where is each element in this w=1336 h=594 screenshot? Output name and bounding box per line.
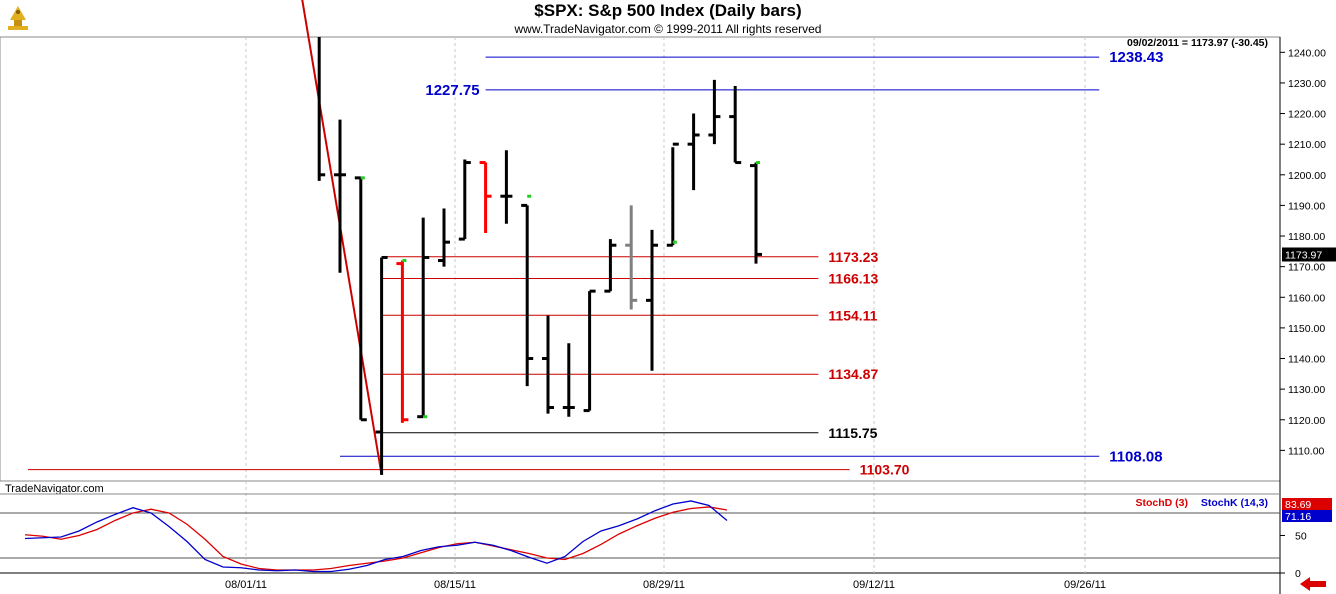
trendline [301, 0, 383, 476]
y-tick-label: 1150.00 [1288, 323, 1325, 335]
stochk-value-label: 71.16 [1285, 511, 1311, 523]
y-tick-label: 1220.00 [1288, 109, 1326, 121]
y-tick-label: 1240.00 [1288, 47, 1326, 59]
stoch-y-tick-label: 50 [1295, 530, 1307, 542]
level-label: 1173.23 [828, 249, 878, 265]
level-label: 1134.87 [828, 366, 878, 382]
ohlc-bars [317, 37, 762, 475]
copyright-subtitle: www.TradeNavigator.com © 1999-2011 All r… [514, 22, 822, 36]
scroll-left-arrow-icon [1300, 577, 1326, 591]
y-tick-label: 1120.00 [1288, 415, 1325, 427]
level-label: 1103.70 [860, 462, 910, 478]
y-tick-label: 1130.00 [1288, 384, 1325, 396]
stochd-value-box [1282, 498, 1332, 510]
last-price-box [1282, 247, 1336, 262]
y-tick-label: 1210.00 [1288, 139, 1326, 151]
y-tick-label: 1160.00 [1288, 292, 1325, 304]
x-tick-label: 09/26/11 [1064, 579, 1106, 591]
y-tick-label: 1170.00 [1288, 262, 1325, 274]
y-tick-label: 1230.00 [1288, 78, 1326, 90]
stochd-value-label: 83.69 [1285, 499, 1311, 511]
last-price-label: 1173.97 [1285, 249, 1322, 261]
x-tick-label: 08/15/11 [434, 579, 476, 591]
level-label: 1227.75 [425, 82, 479, 99]
level-label: 1166.13 [828, 271, 878, 287]
watermark-text: TradeNavigator.com [5, 483, 104, 495]
level-label: 1115.75 [828, 425, 877, 441]
price-panel-frame [0, 36, 1281, 482]
stoch-y-tick-label: 0 [1295, 568, 1301, 580]
stochd-legend: StochD (3) [1136, 497, 1189, 509]
stochk-line [24, 500, 728, 573]
level-label: 1108.08 [1109, 448, 1162, 465]
last-quote-text: 09/02/2011 = 1173.97 (-30.45) [1127, 37, 1268, 49]
level-label: 1154.11 [828, 307, 877, 323]
y-tick-label: 1190.00 [1288, 200, 1325, 212]
tradenavigator-logo-icon [2, 2, 34, 34]
stochk-value-box [1282, 510, 1332, 522]
x-tick-label: 08/01/11 [225, 579, 267, 591]
y-tick-label: 1110.00 [1288, 445, 1325, 457]
x-tick-label: 08/29/11 [643, 579, 685, 591]
level-label: 1238.43 [1109, 49, 1163, 66]
stochk-legend: StochK (14,3) [1201, 497, 1268, 509]
y-tick-label: 1140.00 [1288, 354, 1325, 366]
stochd-line [24, 506, 728, 571]
y-tick-label: 1200.00 [1288, 170, 1326, 182]
chart-title: $SPX: S&p 500 Index (Daily bars) [534, 1, 802, 20]
y-tick-label: 1180.00 [1288, 231, 1325, 243]
x-tick-label: 09/12/11 [853, 579, 895, 591]
